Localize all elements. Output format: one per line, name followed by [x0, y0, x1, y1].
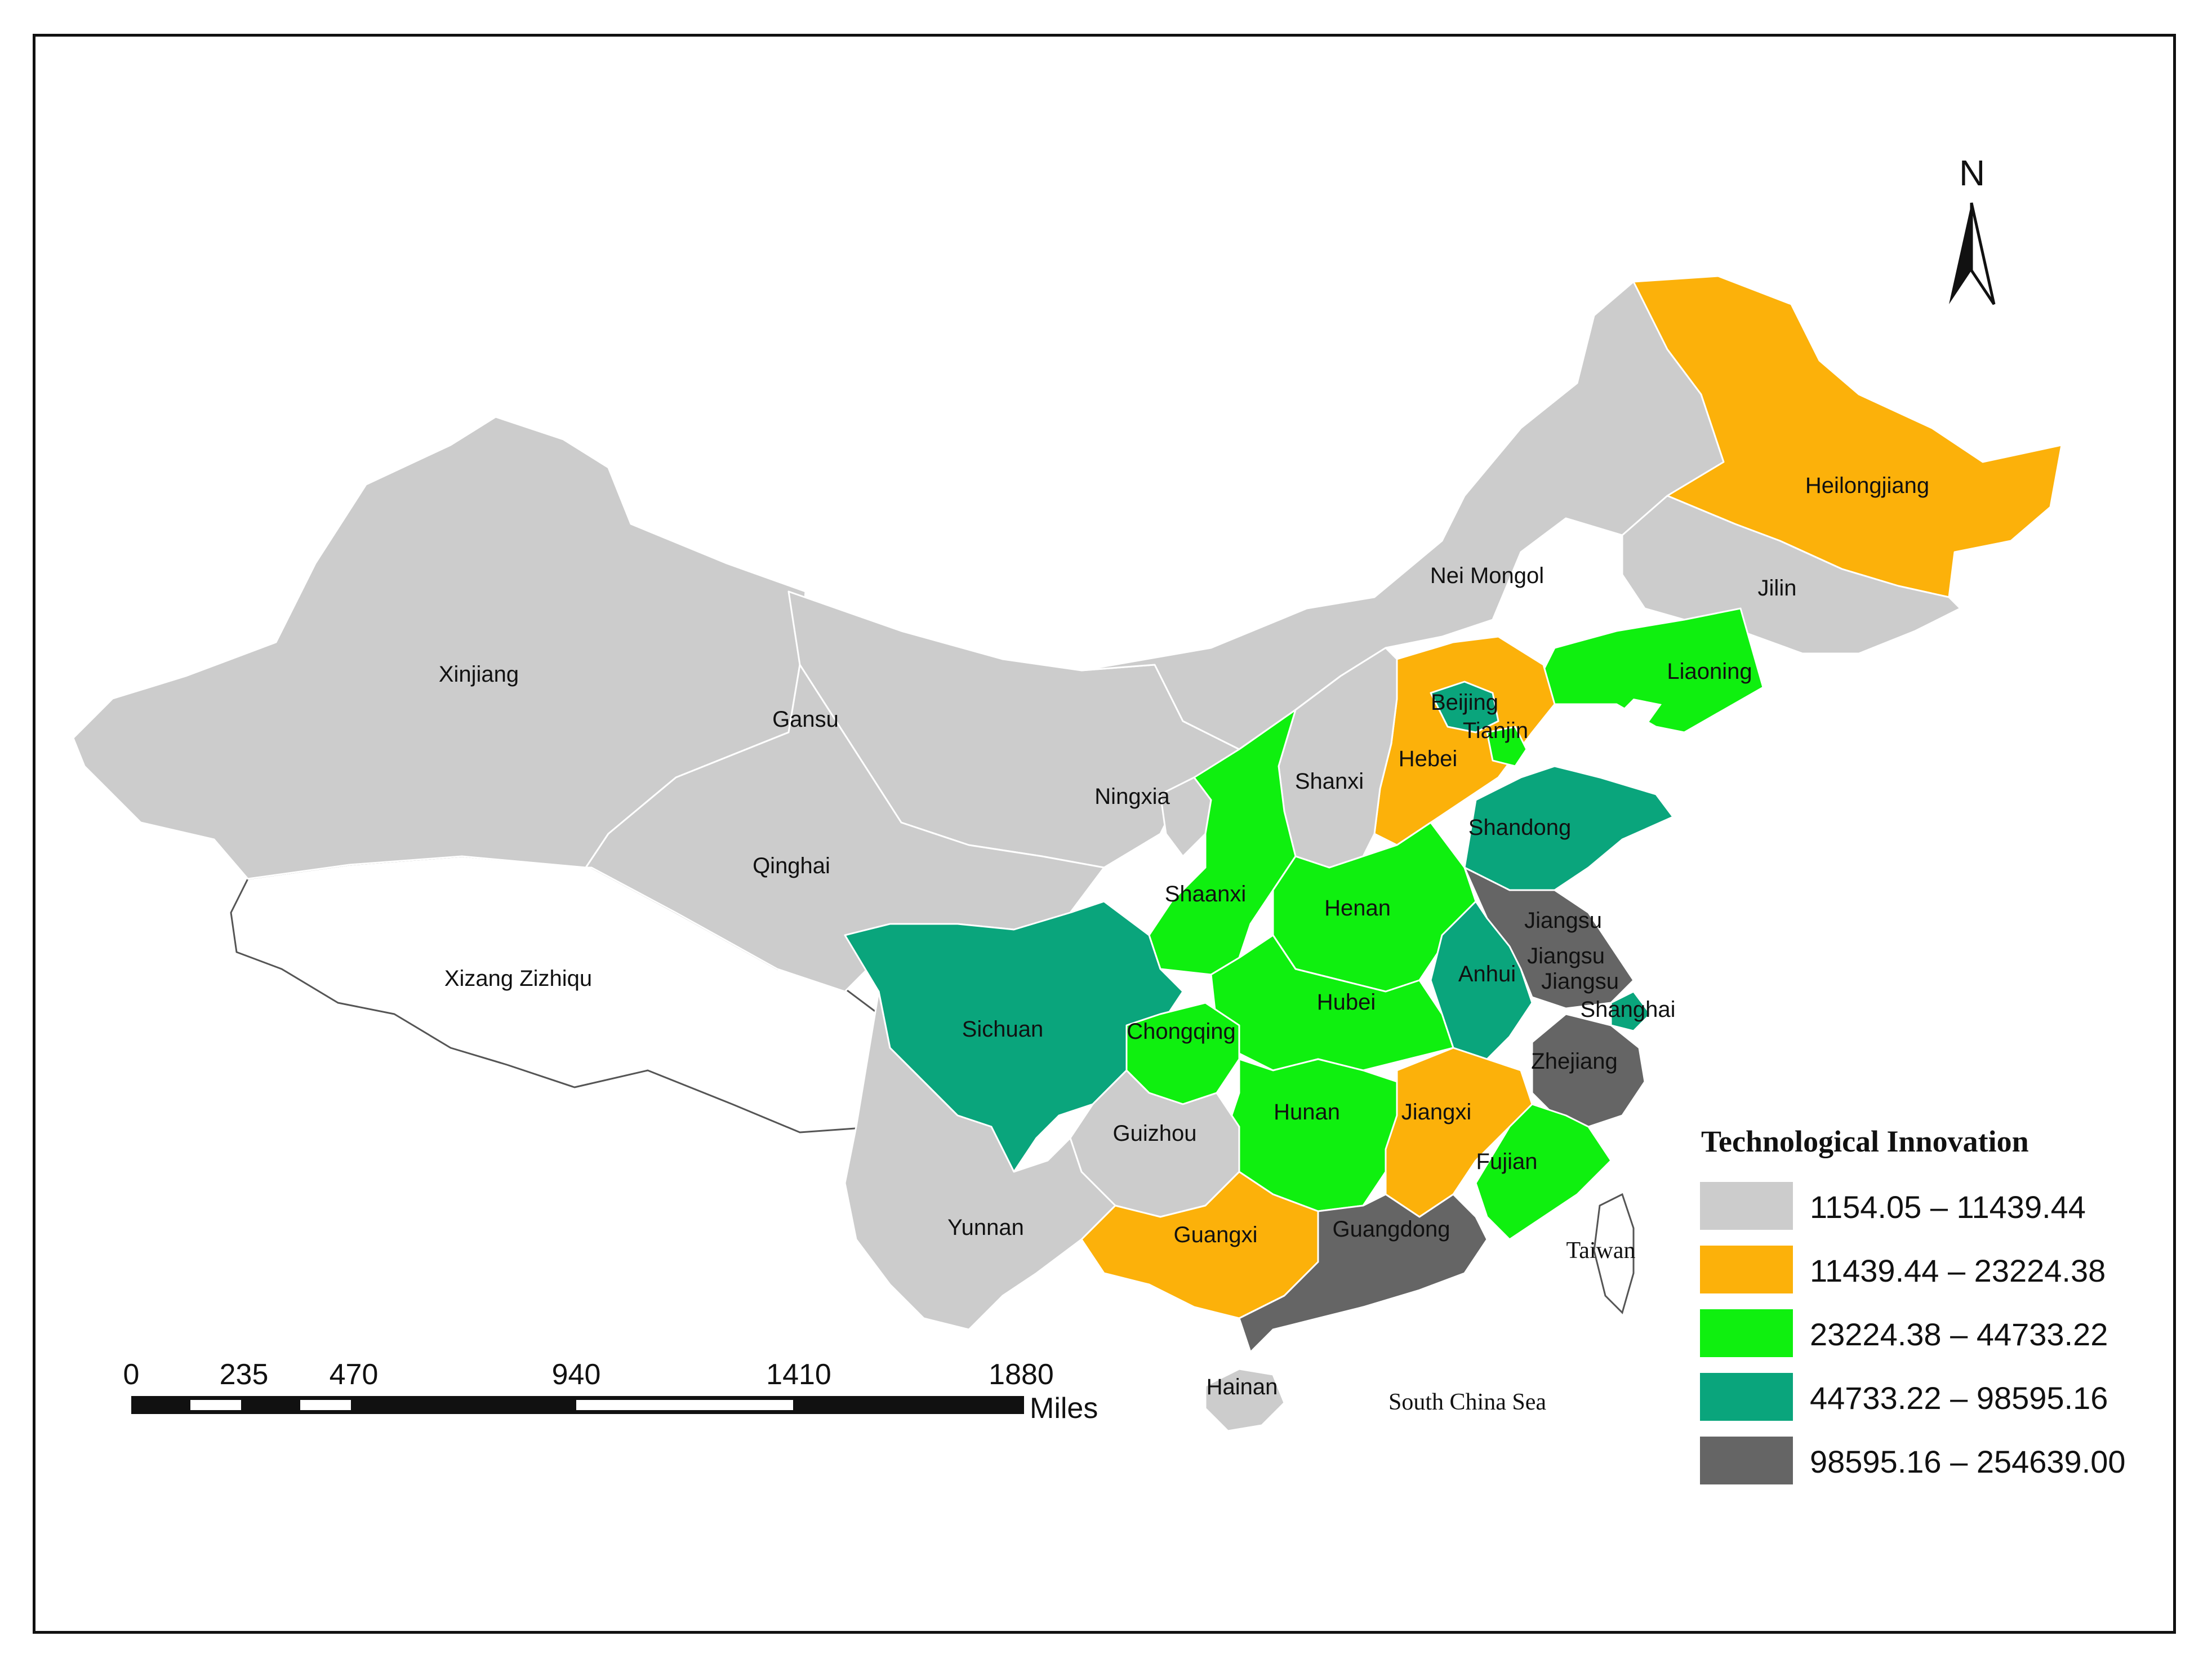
province-anhui	[1430, 900, 1533, 1060]
legend-swatch	[1700, 1309, 1793, 1357]
map-frame	[33, 34, 2176, 1634]
scale-tick-label: 470	[329, 1358, 379, 1391]
province-jiangxi	[1385, 1047, 1533, 1218]
province-fujian	[1475, 1103, 1612, 1241]
province-hainan	[1204, 1368, 1285, 1432]
province-qinghai	[585, 664, 1105, 993]
label-hunan: Hunan	[1274, 1100, 1340, 1124]
north-arrow-icon	[1949, 202, 1996, 305]
scale-tick-label: 940	[551, 1358, 601, 1391]
label-taiwan: Taiwan	[1566, 1238, 1635, 1264]
label-zhejiang: Zhejiang	[1531, 1049, 1617, 1074]
label-anhui: Anhui	[1458, 962, 1516, 986]
label-jiangsu: Jiangsu	[1524, 908, 1602, 933]
label-guangxi: Guangxi	[1174, 1222, 1258, 1247]
label-hubei: Hubei	[1317, 990, 1376, 1015]
legend-range: 1154.05 – 11439.44	[1810, 1189, 2086, 1225]
label-gansu: Gansu	[772, 707, 839, 732]
label-hainan: Hainan	[1207, 1375, 1278, 1399]
legend-swatch	[1700, 1437, 1793, 1484]
province-taiwan	[1593, 1193, 1635, 1314]
legend-range: 23224.38 – 44733.22	[1810, 1317, 2108, 1352]
label-tianjin: Tianjin	[1463, 718, 1528, 743]
province-labels: Xinjiang Gansu Qinghai Xizang Zizhiqu Nei Mo…	[439, 473, 1929, 1415]
label-ningxia: Ningxia	[1094, 784, 1170, 809]
sea-label: South China Sea	[1388, 1389, 1546, 1415]
label-nei-mongol: Nei Mongol	[1430, 563, 1544, 588]
label-shandong: Shandong	[1468, 815, 1571, 840]
province-beijing	[1430, 681, 1499, 733]
scale-unit: Miles	[1030, 1392, 1098, 1425]
label-qinghai: Qinghai	[753, 853, 830, 878]
label-guizhou: Guizhou	[1113, 1121, 1197, 1146]
province-shanghai	[1610, 990, 1652, 1032]
north-arrow-label: N	[1959, 153, 1986, 193]
province-hubei	[1210, 934, 1454, 1072]
label-heilongjiang: Heilongjiang	[1805, 473, 1929, 498]
scale-tick-label: 1410	[766, 1358, 831, 1391]
label-shanghai: Shanghai	[1580, 997, 1675, 1022]
label-jiangxi: Jiangxi	[1401, 1100, 1472, 1124]
label-henan: Henan	[1324, 896, 1391, 921]
label-chongqing: Chongqing	[1127, 1019, 1236, 1044]
north-arrow: N	[1938, 152, 2005, 310]
scale-bar: 0 235 470 940 1410 1880 Miles	[113, 1352, 1127, 1431]
province-xinjiang	[72, 416, 807, 880]
label-shaanxi: Shaanxi	[1165, 882, 1247, 906]
scale-tick-label: 0	[123, 1358, 140, 1391]
legend-title: Technological Innovation	[1701, 1124, 2029, 1158]
legend-range: 11439.44 – 23224.38	[1810, 1253, 2106, 1288]
province-tianjin	[1486, 726, 1528, 767]
province-guangdong	[1238, 1193, 1488, 1353]
label-jiangsu-extra: Jiangsu	[1541, 969, 1619, 994]
label-fujian: Fujian	[1476, 1149, 1538, 1174]
label-sichuan: Sichuan	[962, 1017, 1044, 1042]
label-yunnan: Yunnan	[947, 1215, 1024, 1240]
label-jilin: Jilin	[1758, 576, 1797, 601]
legend-range: 44733.22 – 98595.16	[1810, 1380, 2108, 1416]
legend-range: 98595.16 – 254639.00	[1810, 1444, 2126, 1479]
label-xizang: Xizang Zizhiqu	[444, 966, 592, 991]
label-hebei: Hebei	[1399, 746, 1458, 771]
province-heilongjiang	[1632, 275, 2063, 598]
scale-tick-label: 235	[219, 1358, 269, 1391]
legend-swatch	[1700, 1182, 1793, 1230]
bohai-sea	[1532, 699, 1662, 766]
label-shanxi: Shanxi	[1295, 769, 1364, 794]
legend-swatch	[1700, 1373, 1793, 1421]
scale-tick-label: 1880	[989, 1358, 1054, 1391]
label-jiangsu-extra: Jiangsu	[1527, 944, 1605, 968]
province-jilin	[1621, 495, 1961, 655]
scale-bar-graphic	[131, 1396, 1024, 1414]
label-xinjiang: Xinjiang	[439, 662, 519, 687]
province-zhejiang	[1531, 1013, 1646, 1128]
label-guangdong: Guangdong	[1332, 1217, 1450, 1242]
label-liaoning: Liaoning	[1667, 659, 1752, 684]
label-beijing: Beijing	[1431, 690, 1498, 715]
legend-swatch	[1700, 1246, 1793, 1293]
